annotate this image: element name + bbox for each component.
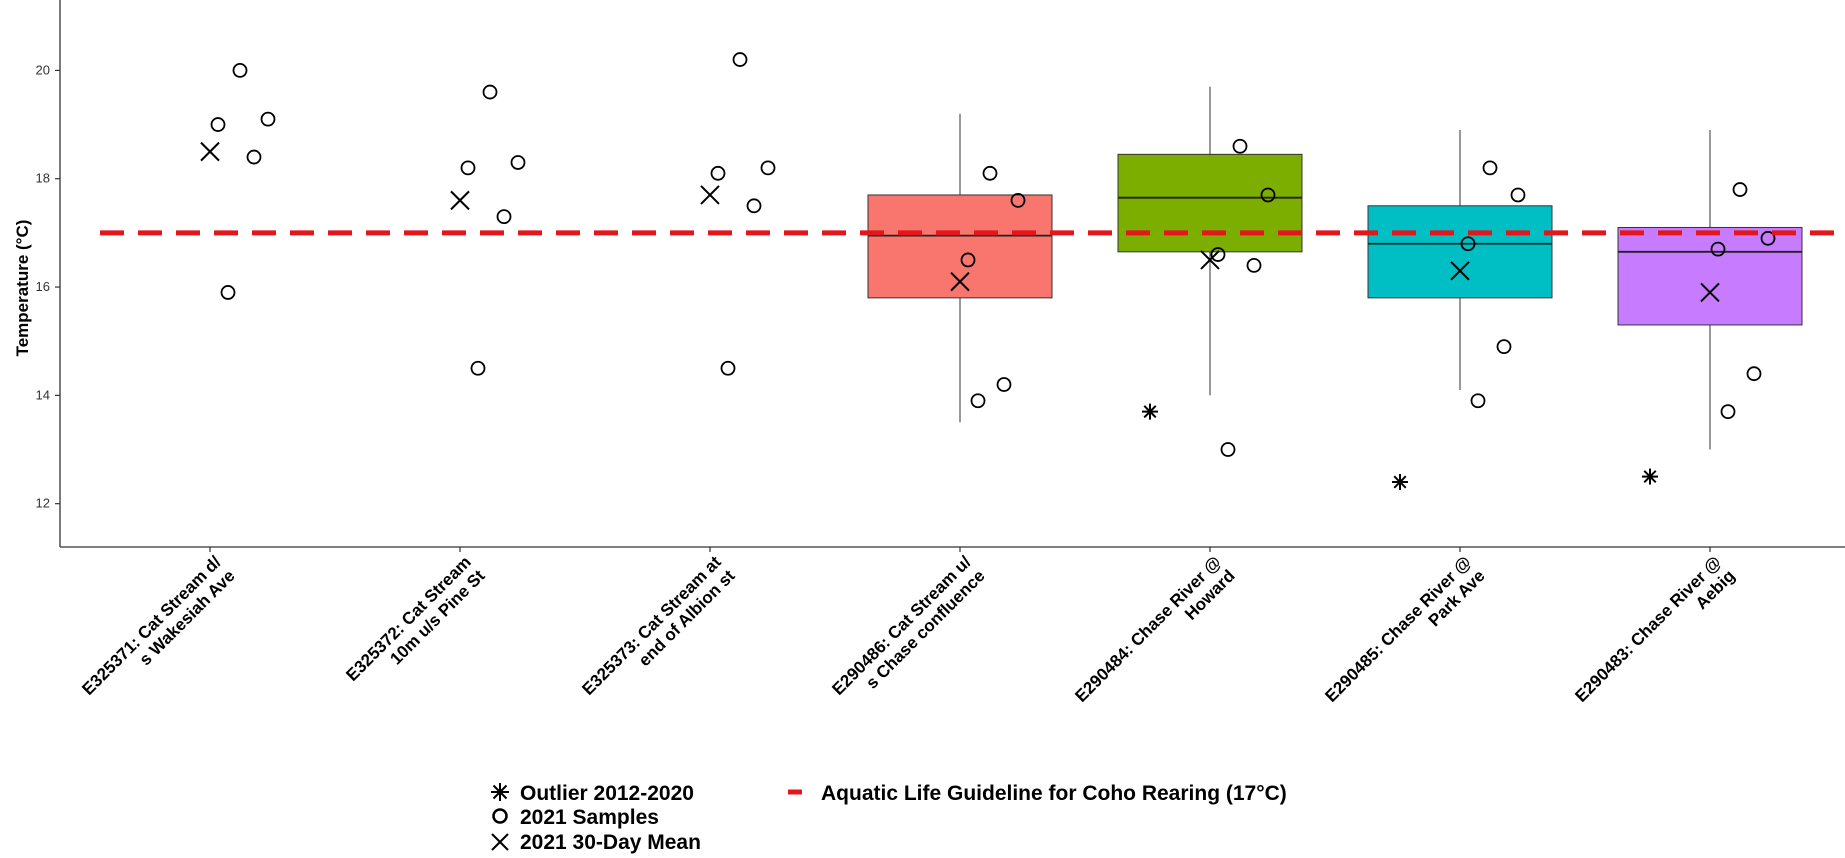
legend-outlier-label: Outlier 2012-2020 — [520, 782, 694, 805]
sample-point — [1210, 247, 1226, 262]
legend-samples-icon — [492, 808, 508, 824]
sample-point — [232, 63, 248, 78]
mean-marker-stroke — [450, 190, 470, 211]
sample-point — [496, 209, 512, 225]
sample-point — [720, 360, 736, 376]
box-iqr — [1617, 226, 1803, 326]
sample-point — [510, 155, 526, 170]
x-category-label-line: E325372: Cat Stream — [342, 552, 474, 684]
box-iqr — [1117, 153, 1303, 253]
sample-point — [1220, 442, 1236, 457]
sample-point — [260, 111, 276, 127]
y-tick-label: 12 — [36, 496, 50, 511]
mean-marker-stroke — [950, 271, 970, 292]
x-category-label-line: s Chase confluence — [862, 566, 988, 692]
sample-point — [746, 198, 762, 214]
mean-marker — [450, 190, 470, 211]
sample-point — [1710, 241, 1726, 257]
outlier-marker — [1642, 468, 1658, 485]
sample-point — [996, 377, 1012, 392]
outlier-stroke — [1643, 470, 1657, 484]
x-category-label: E325373: Cat Stream atend of Albion st — [578, 552, 738, 712]
y-tick-label: 18 — [36, 171, 50, 186]
sample-point — [1470, 393, 1486, 409]
x-category-label-line: E290484: Chase River @ — [1071, 552, 1224, 705]
mean-marker-stroke — [1700, 282, 1720, 303]
sample-point — [710, 165, 726, 181]
mean-marker — [1200, 250, 1220, 270]
outlier-marker — [1142, 403, 1158, 420]
mean-marker — [1700, 282, 1720, 303]
sample-point — [460, 160, 476, 176]
mean-marker — [1450, 261, 1470, 281]
x-category-label: E290486: Cat Stream u/s Chase confluence — [828, 552, 988, 712]
sample-point — [220, 285, 236, 300]
sample-point — [1460, 236, 1476, 252]
x-category-label: E290485: Chase River @Park Ave — [1321, 552, 1488, 719]
legend-samples-label: 2021 Samples — [520, 806, 659, 829]
sample-point — [970, 393, 986, 409]
mean-marker — [700, 185, 720, 205]
sample-point — [470, 360, 486, 376]
sample-point — [732, 52, 748, 67]
y-axis-title: Temperature (°C) — [13, 220, 32, 357]
sample-point — [1232, 138, 1248, 154]
plot-area: 12 14 16 18 20 E325371: Cat Stream d/s Wakesi… — [36, 0, 1845, 719]
outlier-marker — [1392, 474, 1408, 491]
x-category-label: E290484: Chase River @Howard — [1071, 552, 1238, 719]
box-iqr — [1367, 205, 1553, 299]
outlier-stroke — [1393, 475, 1407, 489]
sample-point — [1496, 339, 1512, 355]
sample-point — [1720, 404, 1736, 420]
x-category-label-line: E290485: Chase River @ — [1321, 552, 1474, 705]
mean-marker-stroke — [1200, 250, 1220, 270]
mean-marker-stroke — [200, 141, 220, 162]
sample-point — [210, 117, 226, 132]
y-tick-label: 14 — [36, 387, 50, 402]
y-tick-label: 20 — [36, 62, 50, 77]
legend-outlier-icon — [491, 783, 509, 801]
x-category-label-line: E290483: Chase River @ — [1571, 552, 1724, 705]
x-category-label: E290483: Chase River @Aebig — [1571, 552, 1738, 719]
legend-mean-icon — [491, 833, 509, 851]
mean-marker — [200, 141, 220, 162]
sample-point — [482, 84, 498, 100]
mean-marker — [950, 271, 970, 292]
sample-point — [246, 149, 262, 165]
x-category-label-line: E290486: Cat Stream u/ — [828, 552, 975, 699]
sample-point — [760, 160, 776, 176]
mean-marker-stroke — [1450, 261, 1470, 281]
sample-point — [1482, 160, 1498, 176]
sample-point — [960, 252, 976, 268]
sample-point — [1010, 192, 1026, 208]
legend: Outlier 2012-2020 2021 Samples 2021 30-D… — [491, 782, 1287, 854]
sample-point — [1732, 182, 1748, 197]
legend-mean-label: 2021 30-Day Mean — [520, 831, 701, 854]
x-category-label: E325372: Cat Stream10m u/s Pine St — [342, 552, 488, 698]
x-category-label: E325371: Cat Stream d/s Wakesiah Ave — [78, 552, 238, 712]
x-category-label-line: E325373: Cat Stream at — [578, 552, 725, 699]
outlier-stroke — [1143, 405, 1157, 419]
legend-guideline-label: Aquatic Life Guideline for Coho Rearing … — [821, 782, 1287, 805]
sample-point — [1246, 257, 1262, 273]
sample-point — [982, 165, 998, 181]
sample-point — [1510, 187, 1526, 203]
sample-point — [1760, 230, 1776, 246]
x-category-label-line: E325371: Cat Stream d/ — [78, 552, 225, 699]
sample-point — [1746, 366, 1762, 382]
mean-marker-stroke — [700, 185, 720, 205]
sample-point — [1260, 187, 1276, 203]
y-tick-label: 16 — [36, 279, 50, 294]
